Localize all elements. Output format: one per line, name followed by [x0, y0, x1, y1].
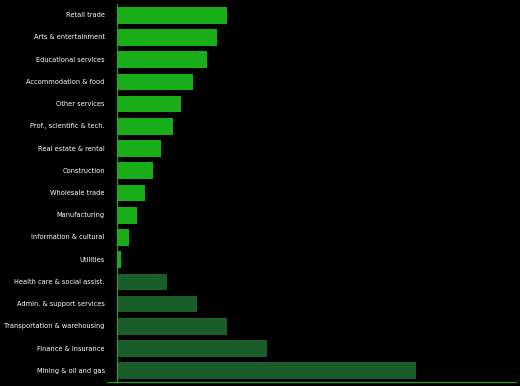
Bar	[118, 163, 153, 179]
Bar	[118, 51, 207, 68]
Bar	[118, 340, 267, 357]
Bar	[118, 96, 181, 112]
Bar	[118, 74, 193, 90]
Bar	[118, 140, 161, 157]
Bar	[118, 29, 217, 46]
Bar	[118, 229, 129, 246]
Bar	[118, 118, 173, 135]
Bar	[118, 362, 416, 379]
Bar	[118, 7, 227, 24]
Bar	[118, 185, 145, 201]
Bar	[118, 318, 227, 335]
Bar	[118, 207, 137, 223]
Bar	[118, 251, 121, 268]
Bar	[118, 274, 167, 290]
Bar	[118, 296, 197, 312]
